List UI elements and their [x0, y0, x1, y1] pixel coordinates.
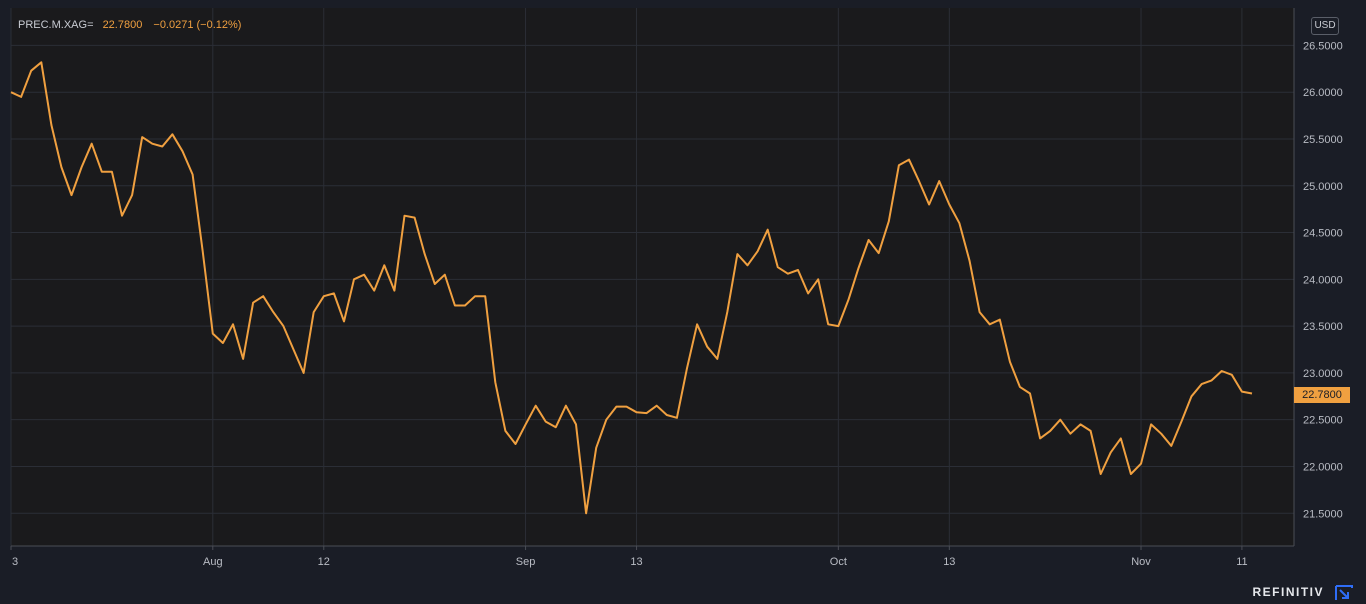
x-tick-label: 3: [12, 556, 18, 568]
currency-button[interactable]: USD: [1311, 17, 1339, 35]
x-tick-label: 12: [318, 556, 330, 568]
x-tick-label: Nov: [1131, 556, 1151, 568]
x-tick-label: Oct: [830, 556, 847, 568]
series-legend: PREC.M.XAG= 22.7800 −0.0271 (−0.12%): [18, 19, 241, 31]
x-tick-label: Aug: [203, 556, 223, 568]
y-tick-label: 22.5000: [1303, 415, 1343, 427]
y-tick-label: 24.5000: [1303, 228, 1343, 240]
last-price-tag: 22.7800: [1294, 387, 1350, 403]
y-tick-label: 21.5000: [1303, 508, 1343, 520]
x-tick-label: Sep: [516, 556, 536, 568]
y-tick-label: 23.5000: [1303, 321, 1343, 333]
x-tick-label: 13: [943, 556, 955, 568]
y-tick-label: 23.0000: [1303, 368, 1343, 380]
y-tick-label: 25.5000: [1303, 134, 1343, 146]
footer-bar: REFINITIV: [0, 576, 1366, 604]
refinitiv-logo-icon: [1335, 585, 1353, 600]
y-tick-label: 25.0000: [1303, 181, 1343, 193]
legend-last-value: 22.7800: [102, 19, 143, 31]
tick-layer: 21.5000 22.0000 22.5000 23.0000 23.5000 24.00…: [10, 40, 1343, 568]
y-tick-label: 26.5000: [1303, 40, 1343, 52]
y-tick-label: 26.0000: [1303, 87, 1343, 99]
brand-logo-text: REFINITIV: [1252, 585, 1324, 599]
x-tick-label: 11: [1236, 556, 1247, 568]
y-tick-label: 24.0000: [1303, 274, 1343, 286]
legend-symbol: PREC.M.XAG=: [18, 19, 94, 31]
x-tick-label: 13: [630, 556, 642, 568]
price-series-line: [10, 61, 1253, 515]
legend-change: −0.0271 (−0.12%): [153, 19, 242, 31]
grid-layer: [10, 8, 1294, 546]
plot-area: [11, 8, 1294, 546]
y-tick-label: 22.0000: [1303, 461, 1343, 473]
